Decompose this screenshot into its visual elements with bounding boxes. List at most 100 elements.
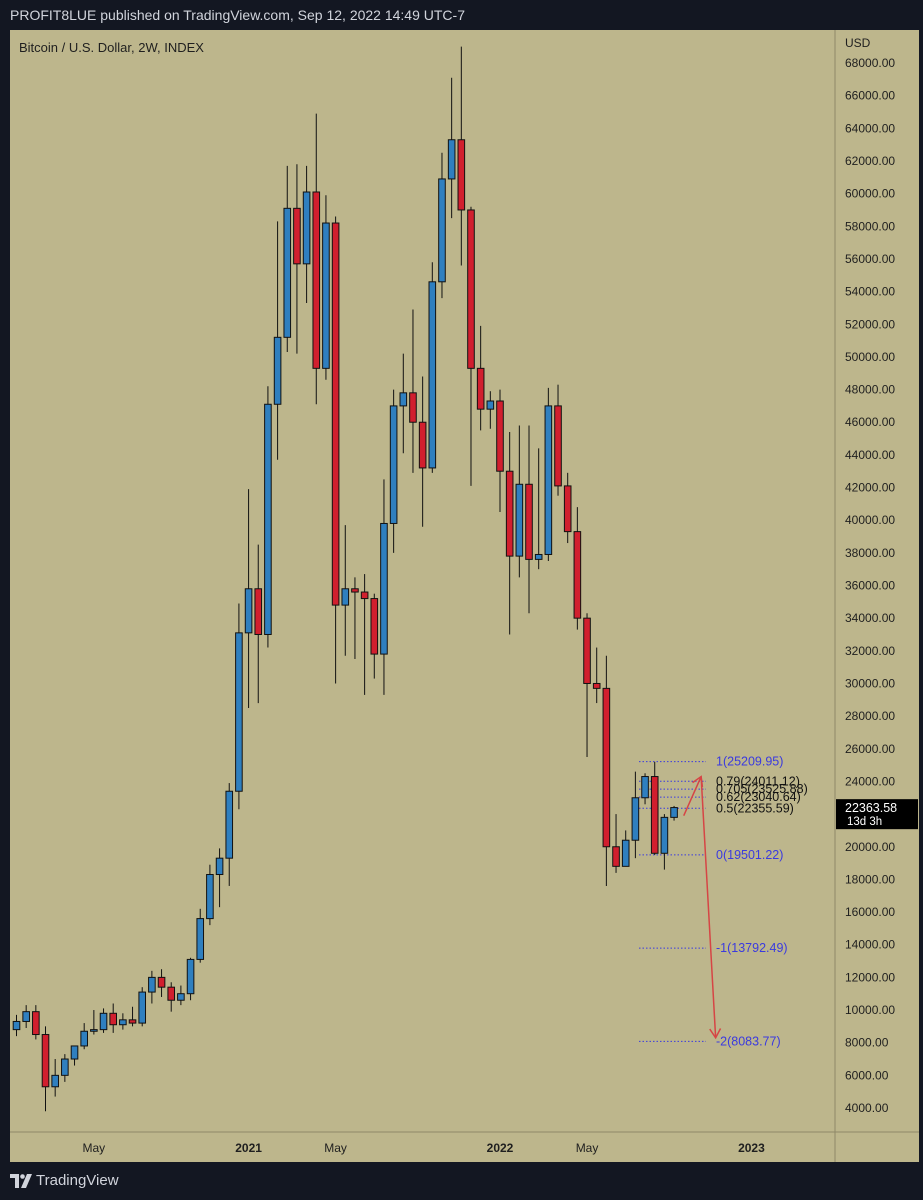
candle-body[interactable]: [351, 588, 359, 593]
candle-body[interactable]: [515, 483, 524, 557]
candle-body[interactable]: [148, 976, 156, 993]
fib-level-label[interactable]: -1(13792.49): [716, 941, 788, 955]
candle-body[interactable]: [660, 816, 669, 854]
candle-body[interactable]: [32, 1011, 40, 1036]
candle-body[interactable]: [12, 1020, 21, 1031]
fib-level-label[interactable]: 0.5(22355.59): [716, 801, 794, 815]
candle-body[interactable]: [264, 403, 272, 635]
x-axis-tick-label: May: [83, 1141, 106, 1155]
candle-body[interactable]: [650, 776, 659, 854]
candle-body[interactable]: [544, 405, 553, 555]
candle-body[interactable]: [138, 991, 147, 1024]
candle-body[interactable]: [592, 682, 601, 689]
x-axis-tick-label: 2023: [738, 1141, 765, 1155]
candle-body[interactable]: [206, 874, 214, 920]
x-axis-tick-label: 2022: [487, 1141, 514, 1155]
candle-body[interactable]: [467, 209, 475, 369]
publish-header: PROFIT8LUE published on TradingView.com,…: [10, 7, 465, 23]
y-axis-tick-label: 54000.00: [845, 285, 895, 299]
candle-body[interactable]: [380, 522, 388, 655]
candle-body[interactable]: [447, 139, 456, 180]
candle-body[interactable]: [70, 1045, 79, 1060]
candle-body[interactable]: [322, 222, 330, 369]
candle-body[interactable]: [496, 400, 504, 472]
candle-body[interactable]: [612, 846, 620, 867]
candle-body[interactable]: [621, 839, 630, 867]
candle-body[interactable]: [61, 1058, 69, 1076]
candlestick-chart[interactable]: USD 4000.00 6000.00 8000.00 10000.00 12000.00…: [10, 30, 919, 1162]
chart-area[interactable]: USD 4000.00 6000.00 8000.00 10000.00 12000.00…: [10, 30, 919, 1162]
candle-body[interactable]: [370, 598, 379, 655]
y-axis-tick-label: 16000.00: [845, 905, 895, 919]
candle-body[interactable]: [602, 687, 611, 848]
candle-body[interactable]: [360, 591, 369, 600]
candle-body[interactable]: [225, 790, 234, 859]
candle-body[interactable]: [293, 207, 301, 265]
tradingview-logo-icon[interactable]: [10, 1174, 32, 1188]
candle-body[interactable]: [341, 588, 350, 606]
candle-body[interactable]: [573, 531, 582, 619]
fib-level-label[interactable]: 1(25209.95): [716, 755, 783, 769]
candle-body[interactable]: [583, 617, 591, 684]
candle-body[interactable]: [418, 421, 427, 469]
fib-level-label[interactable]: 0(19501.22): [716, 848, 783, 862]
candle-body[interactable]: [99, 1012, 108, 1031]
candle-body[interactable]: [399, 392, 408, 407]
candle-body[interactable]: [428, 281, 437, 469]
candle-body[interactable]: [486, 400, 495, 410]
fib-level-label[interactable]: 0.705(23525.88): [716, 782, 808, 796]
candle-body[interactable]: [109, 1012, 118, 1026]
candle-body[interactable]: [51, 1074, 59, 1088]
candle-body[interactable]: [235, 632, 243, 792]
candle-body[interactable]: [476, 367, 485, 410]
candle-body[interactable]: [90, 1029, 98, 1032]
candle-body[interactable]: [80, 1030, 88, 1047]
candle-body[interactable]: [331, 222, 340, 606]
candle-body[interactable]: [631, 797, 640, 841]
fib-level-label[interactable]: -2(8083.77): [716, 1034, 781, 1048]
candle-body[interactable]: [409, 392, 417, 423]
candle-body[interactable]: [563, 485, 572, 533]
candle-body[interactable]: [186, 958, 195, 995]
candle-body[interactable]: [505, 470, 514, 557]
candle-body[interactable]: [157, 976, 166, 988]
x-axis-tick-label: May: [324, 1141, 347, 1155]
candle-body[interactable]: [41, 1034, 50, 1088]
y-axis-tick-label: 28000.00: [845, 709, 895, 723]
footer-brand[interactable]: TradingView: [36, 1172, 119, 1189]
projection-arrow-head-up[interactable]: [692, 775, 704, 788]
candle-body[interactable]: [554, 405, 562, 487]
candle-body[interactable]: [273, 336, 282, 405]
candle-body[interactable]: [457, 139, 466, 211]
candle-body[interactable]: [670, 807, 678, 818]
candle-body[interactable]: [215, 857, 224, 876]
candle-body[interactable]: [22, 1011, 30, 1022]
candle-body[interactable]: [283, 207, 292, 338]
y-axis-tick-label: 38000.00: [845, 546, 895, 560]
projection-arrow[interactable]: [683, 776, 717, 1038]
candle-body[interactable]: [641, 776, 649, 799]
last-price-label: 22363.58: [845, 801, 897, 815]
candle-body[interactable]: [244, 588, 253, 634]
x-axis-tick-label: 2021: [235, 1141, 262, 1155]
candle-body[interactable]: [389, 405, 398, 524]
candle-body[interactable]: [312, 191, 321, 369]
projection-arrow-head-down[interactable]: [709, 1028, 722, 1040]
candle-body[interactable]: [534, 553, 543, 560]
candle-body[interactable]: [302, 191, 311, 265]
candle-body[interactable]: [254, 588, 263, 635]
candle-body[interactable]: [525, 483, 533, 560]
fib-level-label[interactable]: 0.62(23040.64): [716, 790, 801, 804]
bar-countdown-label: 13d 3h: [847, 816, 882, 828]
y-axis-tick-label: 32000.00: [845, 644, 895, 658]
y-axis-tick-label: 42000.00: [845, 481, 895, 495]
candle-body[interactable]: [119, 1019, 127, 1026]
candle-body[interactable]: [438, 178, 446, 283]
fib-level-label[interactable]: 0.79(24011.12): [716, 774, 800, 788]
candle-body[interactable]: [128, 1019, 137, 1024]
y-axis-tick-label: 36000.00: [845, 579, 895, 593]
y-axis-tick-label: 24000.00: [845, 774, 895, 788]
candle-body[interactable]: [177, 993, 185, 1001]
candle-body[interactable]: [196, 918, 205, 960]
candle-body[interactable]: [167, 986, 176, 1001]
